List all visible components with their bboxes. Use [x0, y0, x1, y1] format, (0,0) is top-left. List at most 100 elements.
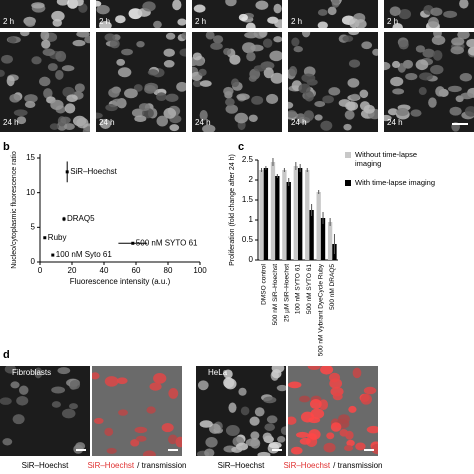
nucleus — [223, 48, 232, 56]
nucleus — [280, 426, 286, 435]
nucleus — [451, 37, 465, 46]
nucleus — [204, 448, 215, 456]
nucleus — [39, 76, 51, 87]
nucleus — [360, 393, 372, 405]
nucleus — [116, 58, 126, 66]
nucleus — [418, 87, 427, 96]
bar — [327, 222, 333, 260]
nucleus — [355, 442, 366, 451]
cell-type: HeLa — [208, 368, 228, 377]
nucleus — [68, 403, 78, 410]
nucleus — [317, 9, 328, 16]
micrograph-cells — [317, 0, 367, 28]
x-tick-label: DMSO control — [260, 263, 267, 304]
nucleus — [142, 450, 156, 456]
nucleus — [199, 109, 208, 121]
nucleus — [149, 382, 162, 391]
nucleus — [430, 7, 443, 17]
nucleus — [363, 386, 377, 395]
nucleus — [296, 113, 306, 122]
nucleus — [131, 108, 145, 118]
nucleus — [359, 89, 369, 99]
bar — [305, 170, 310, 260]
nucleus — [76, 32, 90, 38]
nucleus — [1, 54, 13, 64]
nucleus — [273, 3, 282, 14]
bar — [263, 168, 269, 260]
nucleus — [331, 0, 340, 8]
nucleus — [432, 50, 443, 61]
row-label: 2 h — [387, 17, 398, 26]
nucleus — [25, 20, 36, 27]
nucleus — [31, 2, 45, 9]
x-tick-label: 40 — [100, 266, 109, 275]
nucleus — [9, 93, 21, 103]
nucleus — [61, 65, 75, 72]
x-tick-label: 500 nM DRAQ5 — [329, 264, 336, 310]
nucleus — [253, 65, 266, 72]
nucleus — [431, 35, 446, 46]
x-tick-label: 25 µM SiR–Hoechst — [283, 264, 290, 322]
nucleus — [270, 72, 282, 84]
nucleus — [244, 32, 258, 39]
nucleus — [238, 387, 247, 396]
nucleus — [245, 22, 256, 28]
nucleus — [347, 78, 360, 88]
nucleus — [460, 92, 474, 100]
nucleus — [194, 58, 205, 67]
y-tick-label: 15 — [26, 153, 35, 162]
row-label: 24 h — [291, 118, 307, 127]
nucleus — [223, 369, 233, 379]
nucleus — [250, 431, 260, 440]
nucleus — [76, 117, 89, 129]
bar — [293, 166, 298, 260]
panel-label: c — [238, 141, 244, 153]
nucleus — [142, 1, 156, 12]
nucleus — [288, 416, 297, 425]
nucleus — [371, 443, 378, 455]
nucleus — [51, 386, 66, 394]
nucleus — [240, 406, 250, 416]
nucleus — [338, 414, 350, 424]
nucleus — [231, 446, 243, 453]
nucleus — [144, 84, 156, 94]
nucleus — [2, 438, 13, 446]
nucleus — [42, 48, 55, 57]
nucleus — [105, 103, 118, 112]
micrograph-cells — [389, 0, 469, 28]
nucleus — [290, 446, 303, 455]
point — [65, 170, 69, 174]
row-label: 24 h — [195, 118, 211, 127]
nucleus — [372, 48, 378, 56]
bar — [309, 210, 314, 260]
x-tick-label: 100 — [193, 266, 207, 275]
nucleus — [288, 101, 294, 109]
nucleus — [205, 32, 215, 40]
nucleus — [405, 72, 418, 81]
nucleus — [468, 46, 474, 56]
point — [62, 217, 66, 221]
micrograph-cells — [288, 32, 378, 131]
nucleus — [250, 438, 261, 449]
nucleus — [49, 123, 60, 130]
nucleus — [308, 429, 321, 440]
nucleus — [459, 73, 473, 82]
nucleus — [326, 432, 335, 440]
caption-stain: SiR–Hoechst — [283, 461, 330, 470]
nucleus — [135, 435, 147, 442]
nucleus — [258, 32, 268, 38]
nucleus — [69, 379, 81, 390]
nucleus — [133, 84, 143, 92]
nucleus — [57, 367, 71, 375]
nucleus — [134, 426, 148, 434]
nucleus — [398, 40, 409, 50]
nucleus — [390, 76, 404, 87]
nucleus — [156, 92, 167, 102]
nucleus — [165, 32, 176, 40]
nucleus — [153, 20, 162, 28]
row-label: 2 h — [291, 17, 302, 26]
nucleus — [82, 126, 90, 132]
x-tick-label: 0 — [38, 266, 43, 275]
nucleus — [273, 36, 282, 43]
nucleus — [348, 405, 357, 413]
